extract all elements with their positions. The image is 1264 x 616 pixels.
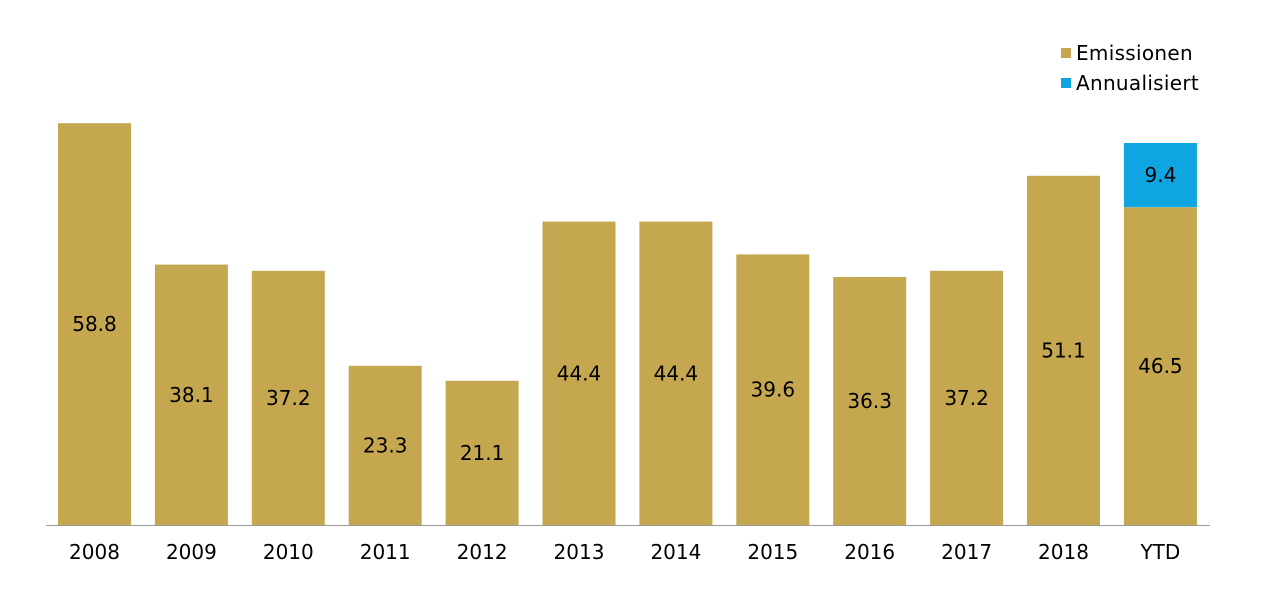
value-label-emissionen-2015: 39.6 (751, 378, 796, 402)
x-tick-label-2010: 2010 (263, 540, 314, 564)
value-label-emissionen-2016: 36.3 (847, 389, 892, 413)
value-label-emissionen-2014: 44.4 (654, 361, 699, 385)
bar-emissionen-2017 (930, 270, 1004, 525)
x-tick-labels-group: 2008 2009 2010 2011 2012 2013 2014 2015 2016 2017… (69, 540, 1180, 564)
bars-group (58, 123, 1197, 526)
bar-emissionen-ytd (1123, 207, 1197, 526)
legend-label-annualisiert: Annualisiert (1076, 71, 1200, 95)
value-label-emissionen-2017: 37.2 (944, 386, 989, 410)
legend-swatch-emissionen (1061, 48, 1071, 58)
bar-emissionen-2009 (154, 264, 228, 525)
value-label-emissionen-2009: 38.1 (169, 383, 214, 407)
x-tick-label-2012: 2012 (457, 540, 508, 564)
x-tick-label-2015: 2015 (747, 540, 798, 564)
x-tick-label-2011: 2011 (360, 540, 411, 564)
legend-item-emissionen: Emissionen (1061, 38, 1199, 68)
value-label-emissionen-2018: 51.1 (1041, 338, 1086, 362)
x-tick-label-2008: 2008 (69, 540, 120, 564)
x-tick-label-2009: 2009 (166, 540, 217, 564)
legend: Emissionen Annualisiert (1061, 38, 1199, 98)
x-tick-label-2017: 2017 (941, 540, 992, 564)
value-label-emissionen-ytd: 46.5 (1138, 354, 1183, 378)
bar-annualisiert-ytd (1123, 143, 1197, 208)
bar-emissionen-2008 (58, 123, 131, 525)
bar-emissionen-2018 (1027, 175, 1100, 526)
bar-emissionen-2016 (833, 277, 907, 525)
x-tick-label-2013: 2013 (554, 540, 605, 564)
value-labels-group: 58.8 38.1 37.2 23.3 21.1 44.4 44.4 39.6 36.3 37.2… (72, 163, 1182, 465)
x-tick-label-ytd: YTD (1139, 540, 1180, 564)
legend-swatch-annualisiert (1061, 78, 1071, 88)
bar-emissionen-2011 (348, 365, 422, 525)
value-label-emissionen-2010: 37.2 (266, 386, 311, 410)
legend-label-emissionen: Emissionen (1076, 41, 1193, 65)
value-label-emissionen-2013: 44.4 (557, 361, 602, 385)
bar-emissionen-2013 (542, 221, 616, 525)
value-label-emissionen-2008: 58.8 (72, 312, 117, 336)
x-tick-label-2016: 2016 (844, 540, 895, 564)
x-tick-label-2014: 2014 (650, 540, 701, 564)
bar-emissionen-2015 (736, 254, 810, 525)
value-label-emissionen-2011: 23.3 (363, 433, 408, 457)
bar-emissionen-2010 (251, 270, 325, 525)
value-label-emissionen-2012: 21.1 (460, 441, 505, 465)
bar-emissionen-2012 (445, 380, 519, 525)
x-tick-label-2018: 2018 (1038, 540, 1089, 564)
legend-item-annualisiert: Annualisiert (1061, 68, 1199, 98)
bar-emissionen-2014 (639, 221, 713, 525)
value-label-annualisiert-ytd: 9.4 (1144, 163, 1176, 187)
